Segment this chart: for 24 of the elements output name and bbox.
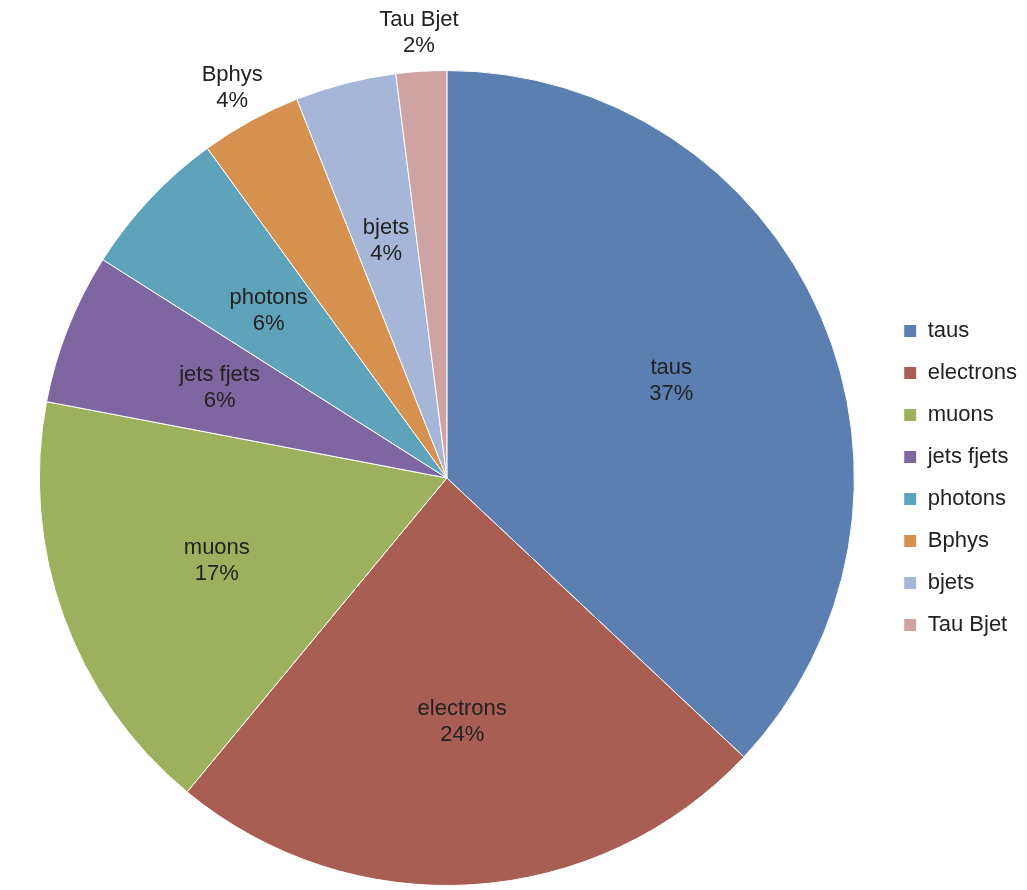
slice-label: muons [183, 533, 250, 559]
legend-label: muons [927, 401, 994, 427]
legend-label: electrons [927, 359, 1018, 385]
legend-label: taus [927, 317, 970, 343]
data-label: 4% [216, 86, 249, 112]
legend-label: Bphys [927, 527, 989, 553]
data-label: 2% [402, 32, 435, 58]
data-label: 24% [440, 721, 485, 747]
slice-label: jets fjets [178, 361, 260, 387]
slice-label: electrons [417, 695, 507, 721]
data-label: 4% [370, 240, 402, 266]
legend-label: photons [927, 485, 1007, 511]
legend-label: jets fjets [926, 443, 1009, 469]
data-label: 6% [252, 309, 285, 335]
data-label: 37% [649, 379, 694, 405]
legend-label: bjets [927, 569, 975, 595]
slice-label: bjets [362, 214, 410, 240]
slice-label: photons [229, 283, 308, 309]
data-label: 6% [203, 387, 236, 413]
slice-label: taus [650, 353, 693, 379]
slice-label: Bphys [201, 60, 263, 86]
legend-label: Tau Bjet [927, 611, 1008, 637]
slice-label: Tau Bjet [379, 6, 459, 32]
data-label: 17% [194, 559, 239, 585]
